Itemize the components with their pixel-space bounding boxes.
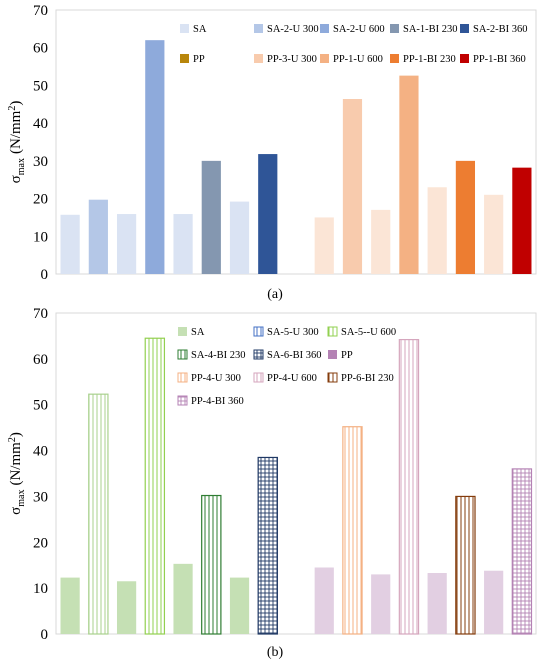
bar-reference (229, 201, 250, 274)
legend-swatch (253, 349, 264, 360)
legend-label: SA-1-BI 230 (403, 24, 458, 35)
legend-label: SA-2-U 300 (267, 24, 319, 35)
bar-sa (60, 214, 80, 274)
bar-sa (60, 577, 80, 634)
plot-frame (55, 312, 537, 635)
y-tick-label: 40 (33, 444, 48, 460)
legend-swatch (320, 54, 329, 63)
bar-reference (484, 570, 504, 634)
legend-swatch (320, 24, 329, 33)
legend-swatch (460, 54, 469, 63)
legend-label: PP-6-BI 230 (341, 373, 394, 384)
legend-swatch (327, 326, 338, 337)
legend-label: SA-4-BI 230 (191, 350, 246, 361)
bar-reference (229, 577, 250, 634)
bar-sa-2-bi-360 (258, 154, 278, 274)
y-tick-label: 70 (33, 308, 48, 322)
y-tick-label: 0 (41, 627, 49, 643)
bar-pp (314, 217, 334, 274)
y-tick-label: 0 (41, 267, 49, 283)
plot-frame (55, 9, 537, 275)
legend-swatch (177, 349, 188, 360)
chart-a-caption: (a) (267, 287, 283, 302)
bar-reference (173, 563, 193, 634)
legend-swatch (390, 54, 399, 63)
legend-label: PP (193, 54, 205, 65)
y-tick-label: 50 (33, 78, 48, 94)
bar-reference (484, 194, 504, 274)
legend-swatch (177, 372, 188, 383)
bar-sa-6-bi-360 (257, 456, 278, 635)
bar-pp-1-bi-230 (455, 160, 476, 274)
bar-pp-6-bi-230 (455, 495, 476, 635)
legend-swatch (460, 24, 469, 33)
legend-label: SA-2-U 600 (333, 24, 385, 35)
chart-b: 0 10 20 30 40 50 60 70 σmax(N/mm2) SA SA-5-U 300 SA… (0, 308, 550, 664)
bar-reference (427, 187, 447, 274)
legend-swatch (327, 372, 338, 383)
bar-sa-5-u-300 (88, 393, 109, 635)
legend-label: PP-4-BI 360 (191, 396, 244, 407)
legend-label: PP-1-BI 230 (403, 54, 456, 65)
legend-label: SA (191, 327, 205, 338)
legend-swatch (253, 326, 264, 337)
legend-swatch (180, 24, 189, 33)
y-tick-label: 10 (33, 229, 48, 245)
legend-label: PP-4-U 300 (191, 373, 241, 384)
bar-pp-1-u-600 (399, 75, 419, 274)
y-tick-label: 70 (33, 3, 48, 19)
bar-sa-5-u-600 (144, 337, 166, 635)
legend-label: SA-2-BI 360 (473, 24, 528, 35)
y-axis-label: σmax(N/mm2) (7, 101, 27, 184)
legend-swatch (253, 372, 264, 383)
legend-swatch (177, 395, 188, 406)
legend-label: PP-4-U 600 (267, 373, 317, 384)
legend-swatch (178, 327, 187, 336)
bar-pp (314, 567, 334, 634)
chart-b-caption: (b) (266, 645, 284, 660)
legend-label: PP-1-BI 360 (473, 54, 526, 65)
y-tick-label: 50 (33, 398, 48, 414)
bar-sa-4-bi-230 (201, 494, 222, 635)
legend-label: PP-1-U 600 (333, 54, 383, 65)
bar-reference (427, 573, 447, 634)
legend-swatch (180, 54, 189, 63)
y-tick-label: 60 (33, 41, 48, 57)
bar-sa-1-bi-230 (201, 160, 221, 274)
legend-label: PP-3-U 300 (267, 54, 317, 65)
bar-pp-1-bi-360 (512, 167, 532, 274)
legend-swatch (390, 24, 399, 33)
legend-label: SA-6-BI 360 (267, 350, 322, 361)
bar-reference (116, 581, 137, 634)
y-tick-label: 60 (33, 352, 48, 368)
legend-swatch (254, 54, 263, 63)
bar-pp-4-bi-360 (511, 468, 533, 635)
chart-a: 0 10 20 30 40 50 60 70 σmax(N/mm2) SA SA-2-U 300 SA… (0, 0, 550, 310)
legend-label: SA-5--U 600 (341, 327, 396, 338)
bar-pp-4-u-300 (342, 426, 363, 635)
legend-label: PP (341, 350, 353, 361)
bar-pp-3-u-300 (342, 99, 363, 275)
y-tick-label: 30 (33, 154, 48, 170)
bar-sa-2-u-300 (88, 199, 108, 274)
bar-pp-4-u-600 (398, 338, 420, 635)
y-tick-label: 20 (33, 192, 48, 208)
y-tick-label: 40 (33, 116, 48, 132)
y-tick-label: 20 (33, 535, 48, 551)
y-tick-label: 30 (33, 489, 48, 505)
legend-label: SA (193, 24, 207, 35)
legend-swatch (328, 350, 337, 359)
y-axis-label: σmax(N/mm2) (7, 432, 27, 515)
chart-a-svg: 0 10 20 30 40 50 60 70 σmax(N/mm2) SA SA-2-U 300 SA… (7, 3, 537, 283)
bar-reference (371, 209, 391, 274)
bar-reference (371, 574, 391, 634)
y-tick-label: 10 (33, 581, 48, 597)
bar-reference (116, 214, 137, 274)
legend-label: SA-5-U 300 (267, 327, 319, 338)
legend-swatch (254, 24, 263, 33)
bar-reference (173, 214, 193, 274)
chart-b-svg: 0 10 20 30 40 50 60 70 σmax(N/mm2) SA SA-5-U 300 SA… (7, 308, 537, 643)
bar-sa-2-u-600 (145, 40, 165, 274)
